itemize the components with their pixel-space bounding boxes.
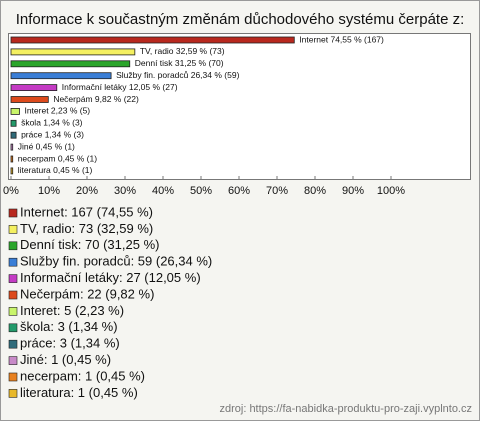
source: zdroj: https://fa-nabidka-produktu-pro-z…: [219, 403, 472, 415]
x-tick-label: 100%: [377, 185, 405, 197]
x-tick-label: 30%: [114, 185, 136, 197]
plot-box: [8, 33, 471, 180]
legend-label: Interet: 5 (2,23 %): [20, 303, 124, 318]
legend-label: necerpam: 1 (0,45 %): [20, 368, 145, 383]
legend-swatch: [8, 225, 18, 234]
bar-label: Interet 2,23 % (5): [24, 106, 90, 116]
x-tick-label: 0%: [3, 185, 19, 197]
x-tick-label: 50%: [190, 185, 212, 197]
bar: [10, 155, 14, 163]
x-tick-label: 80%: [304, 185, 326, 197]
legend-label: Denní tisk: 70 (31,25 %): [20, 237, 159, 252]
x-tick-label: 70%: [266, 185, 288, 197]
bar: [10, 131, 17, 139]
bar-label: TV, radio 32,59 % (73): [140, 46, 225, 56]
legend-swatch: [8, 208, 18, 218]
bar-label: Informační letáky 12,05 % (27): [62, 82, 178, 92]
bar: [10, 119, 17, 127]
bar-label: škola 1,34 % (3): [21, 118, 83, 128]
legend-label: Jiné: 1 (0,45 %): [20, 352, 111, 367]
bar: [10, 96, 49, 103]
legend-label: Služby fin. poradců: 59 (26,34 %): [20, 254, 212, 269]
x-tick-label: 90%: [342, 185, 364, 197]
bar-label: Služby fin. poradců 26,34 % (59): [116, 70, 239, 80]
legend-swatch: [8, 274, 18, 283]
bar-label: Denní tisk 31,25 % (70): [135, 58, 224, 68]
legend-swatch: [8, 389, 18, 398]
bar: [10, 48, 136, 56]
bar: [10, 84, 58, 91]
bar-label: Nečerpám 9,82 % (22): [53, 94, 139, 104]
x-tick-label: 40%: [152, 185, 174, 197]
legend-swatch: [8, 307, 18, 316]
legend-swatch: [8, 290, 18, 300]
x-tick-label: 20%: [76, 185, 98, 197]
x-tick-label: 10%: [38, 185, 60, 197]
legend-label: Nečerpám: 22 (9,82 %): [20, 286, 154, 301]
bar: [10, 60, 131, 68]
legend-swatch: [8, 257, 18, 267]
bar-label: práce 1,34 % (3): [21, 129, 84, 139]
bar-label: Jiné 0,45 % (1): [18, 141, 75, 151]
x-tick-label: 60%: [228, 185, 250, 197]
bar: [10, 36, 295, 44]
legend-label: TV, radio: 73 (32,59 %): [20, 221, 153, 236]
legend-swatch: [8, 356, 18, 365]
bar-label: literatura 0,45 % (1): [18, 165, 93, 175]
legend-swatch: [8, 372, 18, 382]
bar: [10, 167, 14, 175]
legend-label: škola: 3 (1,34 %): [20, 319, 118, 334]
bar-label: necerpam 0,45 % (1): [18, 153, 98, 163]
bar: [10, 143, 14, 151]
legend-label: Informační letáky: 27 (12,05 %): [20, 270, 201, 285]
legend-swatch: [8, 241, 18, 251]
legend-swatch: [8, 323, 18, 333]
legend-swatch: [8, 339, 18, 349]
legend-label: práce: 3 (1,34 %): [20, 336, 120, 351]
bar: [10, 72, 112, 80]
legend-label: literatura: 1 (0,45 %): [20, 385, 138, 400]
chart-title: Informace k součastným změnám důchodovéh…: [16, 11, 465, 28]
bar-label: Internet 74,55 % (167): [299, 34, 384, 44]
bar: [10, 108, 20, 115]
legend-label: Internet: 167 (74,55 %): [20, 204, 153, 219]
